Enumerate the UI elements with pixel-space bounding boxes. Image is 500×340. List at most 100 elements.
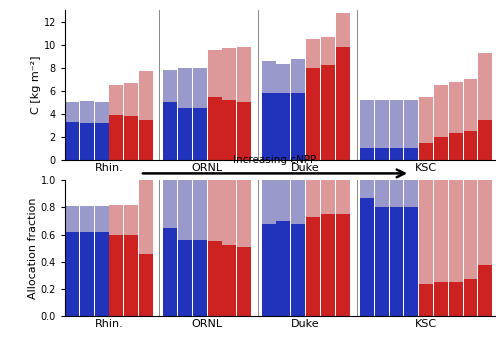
Bar (262, 61, 276, 93)
Bar (193, 240, 207, 316)
Bar (262, 224, 276, 316)
Bar (360, 100, 374, 148)
Bar (336, 180, 349, 214)
Bar (306, 39, 320, 68)
Bar (306, 180, 320, 217)
Bar (419, 97, 433, 142)
Bar (360, 180, 374, 198)
Bar (80, 232, 94, 316)
Bar (222, 180, 236, 245)
Bar (65, 102, 79, 122)
Bar (65, 122, 79, 160)
Bar (222, 245, 236, 316)
Bar (222, 48, 236, 100)
Bar (193, 180, 207, 240)
Bar (419, 180, 433, 284)
Bar (404, 180, 418, 207)
Bar (390, 148, 404, 160)
Bar (124, 205, 138, 235)
Bar (124, 116, 138, 160)
Bar (80, 101, 94, 123)
Bar (276, 180, 290, 221)
Bar (94, 123, 108, 160)
Bar (448, 282, 462, 316)
Bar (164, 70, 177, 102)
Bar (208, 241, 222, 316)
Bar (110, 85, 124, 115)
Bar (139, 71, 153, 120)
Bar (448, 180, 462, 282)
Bar (306, 217, 320, 316)
Bar (321, 214, 334, 316)
Bar (336, 47, 349, 160)
Bar (262, 180, 276, 224)
Bar (321, 180, 334, 214)
Bar (360, 198, 374, 316)
Bar (178, 108, 192, 160)
Bar (291, 58, 305, 93)
Bar (222, 100, 236, 160)
Bar (478, 265, 492, 316)
Bar (434, 282, 448, 316)
Bar (164, 180, 177, 228)
Bar (464, 131, 477, 160)
Bar (139, 120, 153, 160)
Bar (178, 240, 192, 316)
Bar (124, 83, 138, 116)
Bar (375, 207, 388, 316)
Bar (404, 100, 418, 148)
Bar (434, 180, 448, 282)
Bar (360, 148, 374, 160)
Bar (208, 97, 222, 160)
Bar (478, 53, 492, 120)
Bar (65, 206, 79, 232)
Bar (390, 207, 404, 316)
Bar (321, 65, 334, 160)
Bar (193, 108, 207, 160)
Bar (404, 148, 418, 160)
Bar (110, 235, 124, 316)
Bar (434, 85, 448, 137)
Y-axis label: Allocation fraction: Allocation fraction (28, 198, 38, 299)
Bar (80, 206, 94, 232)
Bar (390, 100, 404, 148)
Bar (110, 205, 124, 235)
Bar (291, 180, 305, 224)
Bar (291, 93, 305, 160)
Bar (464, 180, 477, 279)
Bar (124, 235, 138, 316)
Bar (448, 133, 462, 160)
Bar (336, 13, 349, 47)
Bar (208, 50, 222, 97)
Bar (208, 180, 222, 241)
Bar (178, 68, 192, 108)
Bar (238, 47, 251, 102)
Bar (404, 207, 418, 316)
Bar (478, 120, 492, 160)
Bar (238, 247, 251, 316)
Text: Increasing cNPP: Increasing cNPP (234, 155, 316, 165)
Bar (94, 206, 108, 232)
Bar (434, 137, 448, 160)
Bar (110, 115, 124, 160)
Bar (336, 214, 349, 316)
Bar (448, 82, 462, 133)
Bar (375, 180, 388, 207)
Bar (321, 37, 334, 65)
Bar (478, 180, 492, 265)
Bar (464, 279, 477, 316)
Bar (375, 148, 388, 160)
Bar (276, 93, 290, 160)
Bar (94, 232, 108, 316)
Bar (164, 228, 177, 316)
Bar (276, 64, 290, 93)
Bar (80, 123, 94, 160)
Bar (164, 102, 177, 160)
Bar (276, 221, 290, 316)
Bar (390, 180, 404, 207)
Bar (65, 232, 79, 316)
Bar (262, 93, 276, 160)
Bar (419, 284, 433, 316)
Bar (178, 180, 192, 240)
Bar (464, 79, 477, 131)
